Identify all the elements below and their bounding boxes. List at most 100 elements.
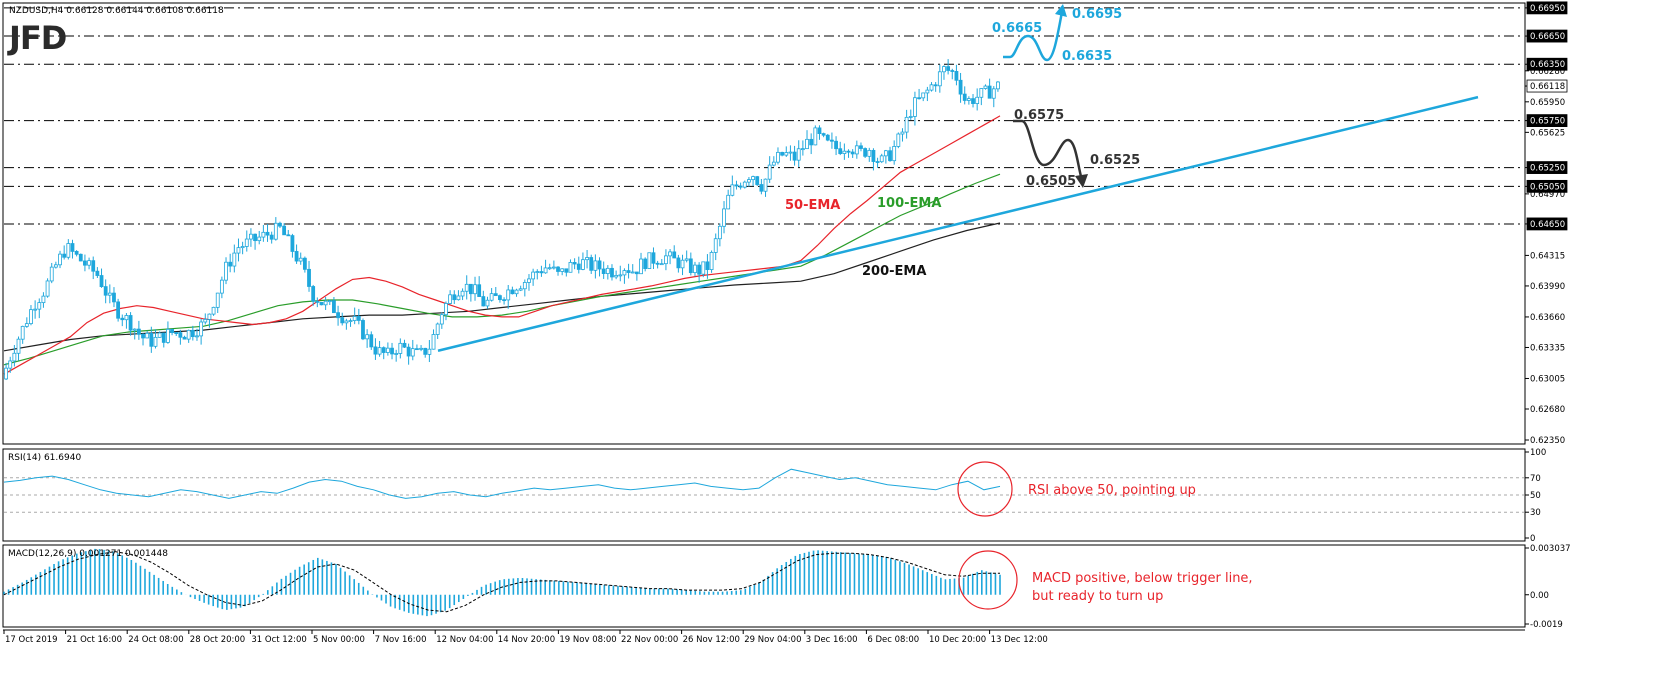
candle-body [265,231,270,236]
price-tick-label-9: 0.65050 [1530,182,1565,192]
candle-body [834,140,838,150]
candle [431,329,436,350]
candle [539,265,544,277]
candle [302,256,307,273]
candle-body [805,138,809,150]
candle-body [228,261,233,267]
candle [701,261,706,278]
candle-body [244,238,249,247]
candle-body [892,146,897,162]
candle [124,312,129,329]
candle [975,88,980,111]
ema50-line [3,115,1001,375]
candle-body [502,299,506,302]
candle-body [215,292,220,308]
candle-body [651,252,656,264]
candle-body [145,332,150,339]
candle [319,301,324,306]
candle-body [643,258,648,269]
candle [863,147,868,159]
candle [871,148,876,171]
candle [120,314,125,327]
price-tag-1 [1526,29,1568,43]
candle-body [664,255,668,265]
candle [356,308,361,325]
candle-body [473,284,477,295]
price-tick-label-3: 0.66280 [1530,67,1565,77]
candle-body [435,323,440,335]
rsi-tick-label-3: 30 [1530,508,1541,518]
candle [751,175,755,187]
candle [385,342,390,356]
candle-body [66,243,71,258]
candle [12,345,17,367]
macd-axis: 0.003037 0.00 -0.0019 [1525,544,1571,630]
candle [444,301,448,321]
candle [502,297,506,305]
candle-body [655,262,660,265]
candle [307,260,311,292]
candle [228,253,233,273]
price-tag-9 [1526,179,1568,193]
candle [543,259,548,274]
candle-body [398,342,403,354]
candle-body [74,250,79,255]
price-tick-label-15: 0.63335 [1530,343,1565,353]
price-tick-label-10: 0.64970 [1530,190,1565,200]
candle-body [153,336,158,347]
candle-body [784,152,789,156]
jfd-logo: JFD [7,19,66,57]
candle [697,262,702,283]
candle-body [871,149,876,162]
candle [991,86,996,108]
candle [348,318,353,327]
candle-body [286,234,291,237]
candle [78,253,83,262]
candle [493,286,498,297]
candle [219,276,224,299]
candle-body [605,267,610,274]
candle [506,284,511,309]
candle [784,146,789,157]
candle-body [203,319,208,323]
candle [141,333,145,346]
candle-body [419,347,423,350]
candle-body [991,88,996,99]
candle [830,132,834,149]
candle-body [348,320,353,322]
candle [676,254,681,273]
candle-body [792,151,797,161]
candle [95,267,100,279]
price-tick-label-12: 0.64315 [1530,251,1565,261]
candle-body [361,320,365,340]
candle [33,300,38,319]
candle [634,271,639,281]
candle-body [8,360,13,369]
ema100-line [3,173,1001,366]
candle-body [195,335,199,338]
candle-body [680,259,685,269]
price-tick-label-17: 0.62680 [1530,405,1565,415]
candle [572,258,577,270]
candle [585,250,589,269]
candle [195,328,199,341]
candle [103,279,108,304]
candle [842,143,847,160]
candle [439,312,444,329]
candle [875,157,880,168]
candle [597,257,602,277]
candle-body [385,347,390,353]
candle-body [556,266,560,272]
x-tick-label-6: 7 Nov 16:00 [375,635,427,645]
candle-body [634,271,639,275]
candle-body [249,233,253,240]
candle [531,268,536,286]
candle [730,175,735,197]
ema200-line [3,222,1001,352]
candle-body [593,260,598,271]
candle-body [120,317,125,321]
candle [62,245,67,260]
candle [112,287,116,308]
candle [900,128,905,142]
candle-body [95,270,100,276]
